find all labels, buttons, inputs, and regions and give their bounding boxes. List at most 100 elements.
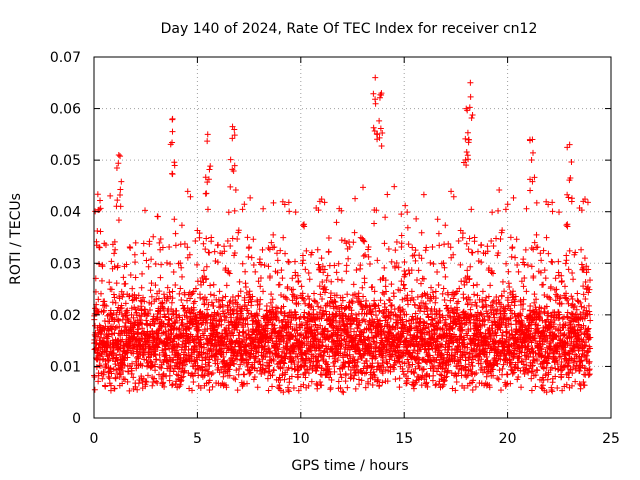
- data-point: [239, 206, 246, 213]
- data-point: [315, 303, 322, 310]
- data-point: [124, 315, 131, 322]
- data-point: [404, 209, 411, 216]
- data-point: [143, 379, 150, 386]
- data-point: [214, 259, 221, 266]
- data-point: [225, 209, 232, 216]
- data-point: [344, 291, 351, 298]
- data-point: [292, 258, 299, 265]
- data-point: [528, 375, 535, 382]
- data-point: [215, 298, 222, 305]
- data-point: [101, 326, 108, 333]
- data-point: [226, 327, 233, 334]
- data-point: [194, 261, 201, 268]
- data-point: [398, 211, 405, 218]
- data-point: [195, 351, 202, 358]
- data-point: [270, 366, 277, 373]
- data-point: [208, 371, 215, 378]
- data-point: [133, 295, 140, 302]
- data-point: [131, 294, 138, 301]
- data-point: [163, 259, 170, 266]
- data-point: [187, 295, 194, 302]
- data-point: [124, 354, 131, 361]
- data-point: [485, 293, 492, 300]
- data-point: [529, 368, 536, 375]
- data-point: [97, 197, 104, 204]
- data-point: [474, 281, 481, 288]
- data-point: [338, 277, 345, 284]
- data-point: [97, 290, 104, 297]
- data-point: [177, 260, 184, 267]
- data-point: [245, 359, 252, 366]
- data-point: [129, 285, 136, 292]
- data-point: [360, 184, 367, 191]
- data-point: [211, 292, 218, 299]
- data-point: [405, 301, 412, 308]
- data-point: [430, 260, 437, 267]
- data-point: [260, 288, 267, 295]
- data-point: [95, 296, 102, 303]
- data-point: [145, 310, 152, 317]
- data-point: [103, 303, 110, 310]
- data-point: [242, 330, 249, 337]
- data-point: [418, 229, 425, 236]
- data-point: [248, 313, 255, 320]
- data-point: [205, 359, 212, 366]
- data-point: [344, 384, 351, 391]
- data-point: [418, 280, 425, 287]
- data-point: [188, 291, 195, 298]
- data-point: [470, 282, 477, 289]
- data-point: [173, 359, 180, 366]
- data-point: [153, 296, 160, 303]
- data-point: [151, 320, 158, 327]
- data-point: [246, 244, 253, 251]
- data-point: [120, 274, 127, 281]
- data-point: [172, 230, 179, 237]
- data-point: [108, 370, 115, 377]
- data-point: [177, 285, 184, 292]
- data-point: [237, 288, 244, 295]
- data-point: [224, 334, 231, 341]
- data-point: [178, 296, 185, 303]
- data-point: [235, 227, 242, 234]
- data-point: [175, 326, 182, 333]
- data-point: [455, 238, 462, 245]
- data-point: [199, 373, 206, 380]
- data-point: [402, 202, 409, 209]
- data-point: [208, 234, 215, 241]
- data-point: [405, 241, 412, 248]
- data-point: [227, 243, 234, 250]
- data-point: [533, 199, 540, 206]
- data-point: [105, 373, 112, 380]
- data-point: [379, 379, 386, 386]
- data-point: [115, 317, 122, 324]
- data-point: [518, 384, 525, 391]
- data-point: [466, 235, 473, 242]
- data-point: [372, 302, 379, 309]
- data-point: [555, 258, 562, 265]
- data-point: [111, 385, 118, 392]
- data-point: [204, 306, 211, 313]
- data-point: [280, 234, 287, 241]
- data-point: [232, 376, 239, 383]
- data-point: [178, 322, 185, 329]
- data-point: [514, 262, 521, 269]
- data-point: [132, 274, 139, 281]
- data-point: [221, 248, 228, 255]
- data-point: [175, 351, 182, 358]
- data-point: [230, 306, 237, 313]
- data-point: [210, 303, 217, 310]
- data-point: [563, 222, 570, 229]
- data-point: [143, 257, 150, 264]
- data-point: [253, 353, 260, 360]
- data-point: [223, 282, 230, 289]
- data-point: [201, 372, 208, 379]
- data-point: [225, 325, 232, 332]
- data-point: [436, 242, 443, 249]
- data-point: [334, 276, 341, 283]
- data-point: [276, 341, 283, 348]
- data-point: [195, 365, 202, 372]
- data-point: [208, 353, 215, 360]
- data-point: [242, 301, 249, 308]
- data-point: [260, 205, 267, 212]
- data-point: [303, 247, 310, 254]
